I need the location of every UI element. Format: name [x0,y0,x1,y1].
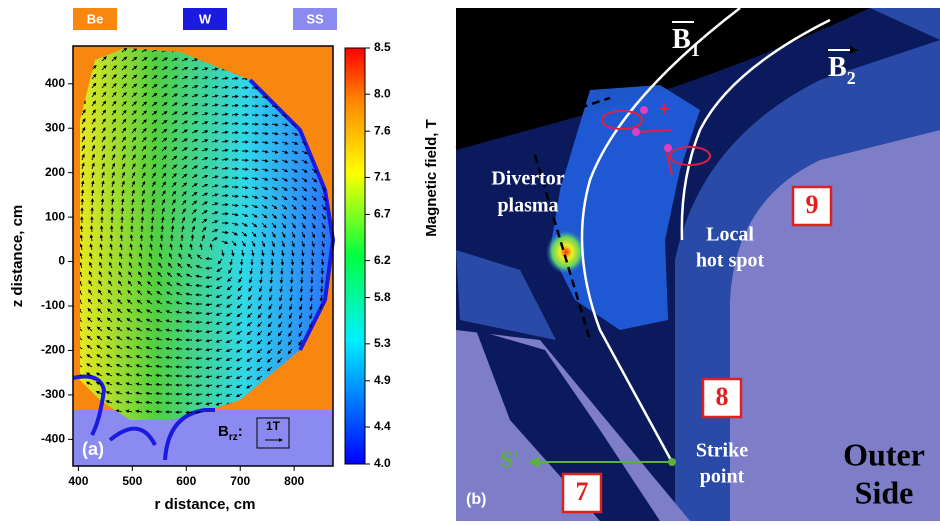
x-tick-label: 700 [230,474,250,488]
y-tick-label: -200 [41,343,65,357]
field-arrow [91,226,92,232]
colorbar-tick-label: 4.0 [374,456,391,470]
colorbar-tick-label: 5.8 [374,290,391,304]
field-arrow [156,402,162,403]
field-arrow [232,132,238,133]
divertor-label-1: Divertor [491,168,564,190]
field-arrow [176,339,182,340]
colorbar-tick-label: 8.0 [374,86,391,100]
field-arrow [196,285,202,286]
colorbar-tick-label: 4.4 [374,419,391,433]
scale-text: 1T [266,419,281,433]
field-arrow [186,403,192,404]
panel-a: (a) Brz: 1T r distance, cm z distance, c… [9,8,440,513]
y-axis-label: z distance, cm [9,205,26,308]
colorbar-tick-label: 8.5 [374,40,391,54]
hot-spot-label-1: Local [706,224,754,246]
strike-label-1: Strike [696,440,748,462]
tile-label: 9 [806,190,819,219]
colorbar-tick-label: 6.7 [374,207,391,221]
x-tick-label: 600 [176,474,196,488]
b2-sub: 2 [847,68,856,88]
s-label: S' [500,448,520,474]
outer-label-1: Outer [843,436,925,472]
panel-label: (a) [82,439,104,459]
colorbar-tick-label: 7.6 [374,123,391,137]
hot-blob [546,230,586,274]
y-tick-label: -300 [41,387,65,401]
colorbar-tick-label: 5.3 [374,336,391,350]
field-arrow [186,312,192,313]
field-arrow [272,259,273,265]
y-tick-label: -100 [41,298,65,312]
field-arrow [196,340,202,341]
panel-b: S' B1 B2 Divertor plasma Local hot spot … [456,8,940,521]
material-legend: Be W SS [73,8,337,30]
scale-subscript: rz [229,432,238,443]
legend-label: Be [87,11,104,26]
field-arrow [186,394,192,395]
y-tick-label: 400 [45,76,65,90]
legend-label: SS [306,11,324,26]
x-tick-label: 500 [122,474,142,488]
legend-label: W [199,11,212,26]
field-arrow [112,208,113,214]
x-tick-label: 800 [284,474,304,488]
field-arrow [262,115,268,116]
y-tick-label: 300 [45,120,65,134]
field-arrow [151,235,152,241]
y-tick-label: 0 [58,254,65,268]
panel-label: (b) [466,491,486,508]
y-tick-label: 200 [45,165,65,179]
strike-label-2: point [700,466,745,488]
field-arrow [252,142,258,143]
x-axis-label: r distance, cm [155,496,256,513]
field-arrow [92,199,93,205]
b2-symbol: B [828,52,847,83]
field-arrow [232,141,238,142]
figure: (a) Brz: 1T r distance, cm z distance, c… [0,0,940,521]
tile-label: 8 [716,382,729,411]
field-arrow [186,412,192,413]
field-arrow [222,204,228,205]
tile-label: 7 [576,477,589,506]
b1-symbol: B [672,24,691,55]
colorbar-label: Magnetic field, T [423,119,440,237]
field-arrow [166,366,172,367]
field-arrow [101,226,102,232]
field-arrow [291,277,292,283]
y-tick-label: 100 [45,209,65,223]
x-tick-label: 400 [68,474,88,488]
colorbar-tick-label: 6.2 [374,253,391,267]
colorbar-tick-label: 4.9 [374,373,391,387]
field-arrow [156,393,162,394]
b1-sub: 1 [691,40,700,60]
scale-symbol: B [218,423,229,440]
field-arrow [196,331,202,332]
hot-spot-label-2: hot spot [696,250,765,272]
colorbar-tick-label: 7.1 [374,170,391,184]
colorbar [345,48,365,464]
y-tick-label: -400 [41,432,65,446]
field-arrow [166,375,172,376]
outer-label-2: Side [855,474,914,510]
divertor-label-2: plasma [497,195,558,217]
strike-dot [668,458,676,466]
